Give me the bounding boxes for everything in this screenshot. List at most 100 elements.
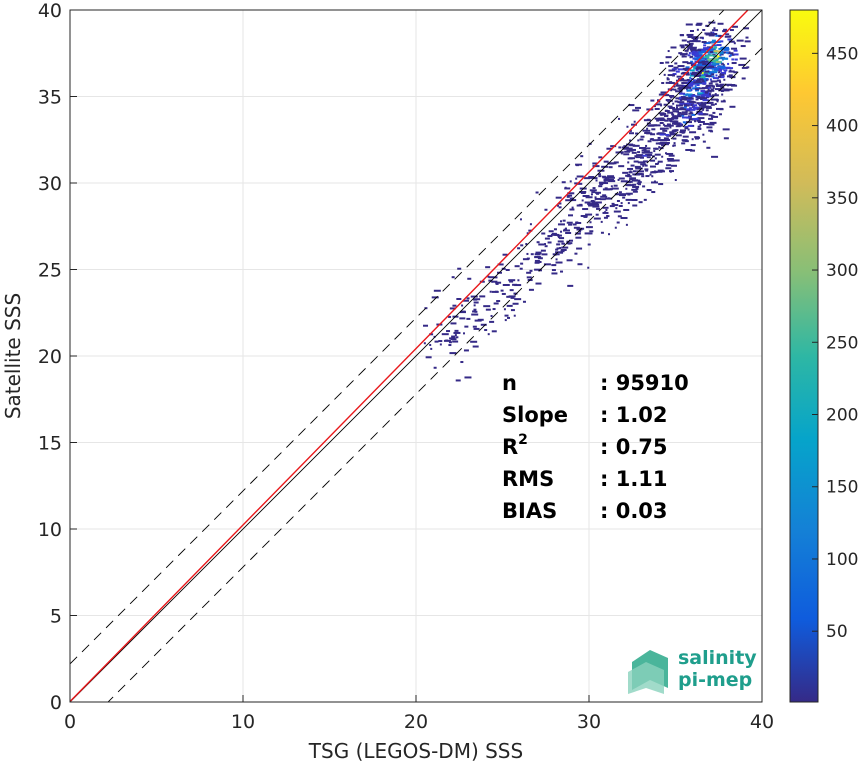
density-cell	[513, 314, 516, 317]
x-tick-label: 40	[750, 711, 774, 733]
density-cell	[686, 108, 690, 111]
density-cell	[649, 138, 652, 141]
density-cell	[701, 77, 706, 80]
density-cell	[731, 25, 738, 28]
density-cell	[693, 73, 697, 76]
density-cell	[506, 295, 511, 298]
density-cell	[561, 246, 569, 249]
density-cell	[681, 82, 689, 85]
density-cell	[592, 162, 598, 165]
reference-lines	[70, 10, 762, 702]
density-cell	[670, 89, 673, 92]
density-cell	[724, 70, 727, 73]
density-cell	[502, 283, 510, 286]
density-cell	[684, 86, 692, 89]
density-cell	[569, 180, 572, 183]
density-cell	[728, 40, 735, 43]
density-cell	[705, 85, 709, 88]
density-cell	[687, 124, 693, 127]
density-cell	[698, 103, 702, 106]
density-cell	[503, 308, 506, 311]
x-axis-label: TSG (LEGOS-DM) SSS	[308, 739, 523, 763]
density-cell	[651, 171, 658, 174]
density-cell	[642, 154, 648, 157]
density-cell	[688, 95, 692, 98]
density-cell	[659, 113, 666, 116]
density-cell	[666, 99, 673, 102]
density-cell	[685, 97, 693, 100]
density-cell	[711, 94, 719, 97]
density-cell	[734, 58, 738, 61]
density-cell	[686, 62, 692, 65]
density-cell	[700, 101, 703, 104]
density-cell	[679, 102, 686, 105]
density-cell	[656, 119, 660, 122]
density-cell	[623, 153, 630, 156]
density-cell	[669, 124, 674, 127]
density-cell	[688, 84, 694, 87]
density-cell	[688, 118, 696, 121]
density-cell	[660, 104, 663, 107]
stat-value: : 0.03	[600, 499, 668, 523]
density-cell	[723, 78, 726, 81]
density-cell	[613, 184, 618, 187]
density-cell	[696, 55, 701, 58]
density-cell	[584, 201, 591, 204]
density-cell	[629, 129, 632, 132]
density-cell	[588, 204, 595, 207]
density-cell	[607, 175, 615, 178]
density-cell	[534, 268, 542, 271]
density-cell	[472, 325, 477, 328]
density-cell	[622, 171, 629, 174]
density-cell	[710, 31, 713, 34]
density-cell	[707, 72, 711, 75]
density-cell	[675, 106, 678, 109]
density-cell	[519, 218, 522, 221]
density-cell	[576, 247, 583, 250]
density-cell	[678, 124, 683, 127]
density-cell	[602, 188, 610, 191]
colorbar-tick-label: 350	[826, 189, 858, 209]
density-cell	[699, 68, 707, 71]
y-tick-label: 5	[50, 606, 62, 628]
density-cell	[625, 147, 633, 150]
density-cell	[506, 304, 513, 307]
density-cell	[566, 259, 573, 262]
density-cell	[645, 169, 649, 172]
density-cell	[704, 32, 711, 35]
density-cell	[669, 106, 676, 109]
density-cell	[708, 71, 715, 74]
density-cell	[707, 58, 714, 61]
salinity-pi-mep-logo: salinity pi-mep	[628, 647, 757, 694]
density-cell	[705, 95, 711, 98]
density-cell	[673, 88, 677, 91]
density-cell	[684, 127, 689, 130]
density-cell	[628, 171, 633, 174]
density-cell	[556, 234, 562, 237]
density-cell	[681, 39, 687, 42]
density-cell	[544, 208, 548, 211]
density-cell	[685, 44, 689, 47]
density-cell	[701, 106, 708, 109]
y-tick-label: 30	[38, 173, 62, 195]
density-cell	[680, 129, 684, 132]
density-cell	[634, 106, 641, 109]
density-cell	[631, 177, 637, 180]
density-cell	[644, 168, 649, 171]
density-cell	[679, 89, 683, 92]
density-cell	[613, 210, 621, 213]
density-cell	[576, 175, 584, 178]
density-cell	[544, 237, 550, 240]
density-cell	[694, 81, 702, 84]
density-cell	[702, 140, 706, 143]
density-cell	[658, 183, 664, 186]
density-cell	[668, 117, 675, 120]
density-cell	[694, 85, 697, 88]
density-cell	[540, 249, 546, 252]
density-cell	[711, 73, 715, 76]
density-cell	[694, 136, 700, 139]
density-cell	[651, 128, 656, 131]
density-cell	[491, 290, 499, 293]
density-cell	[625, 180, 633, 183]
density-cell	[460, 310, 466, 313]
